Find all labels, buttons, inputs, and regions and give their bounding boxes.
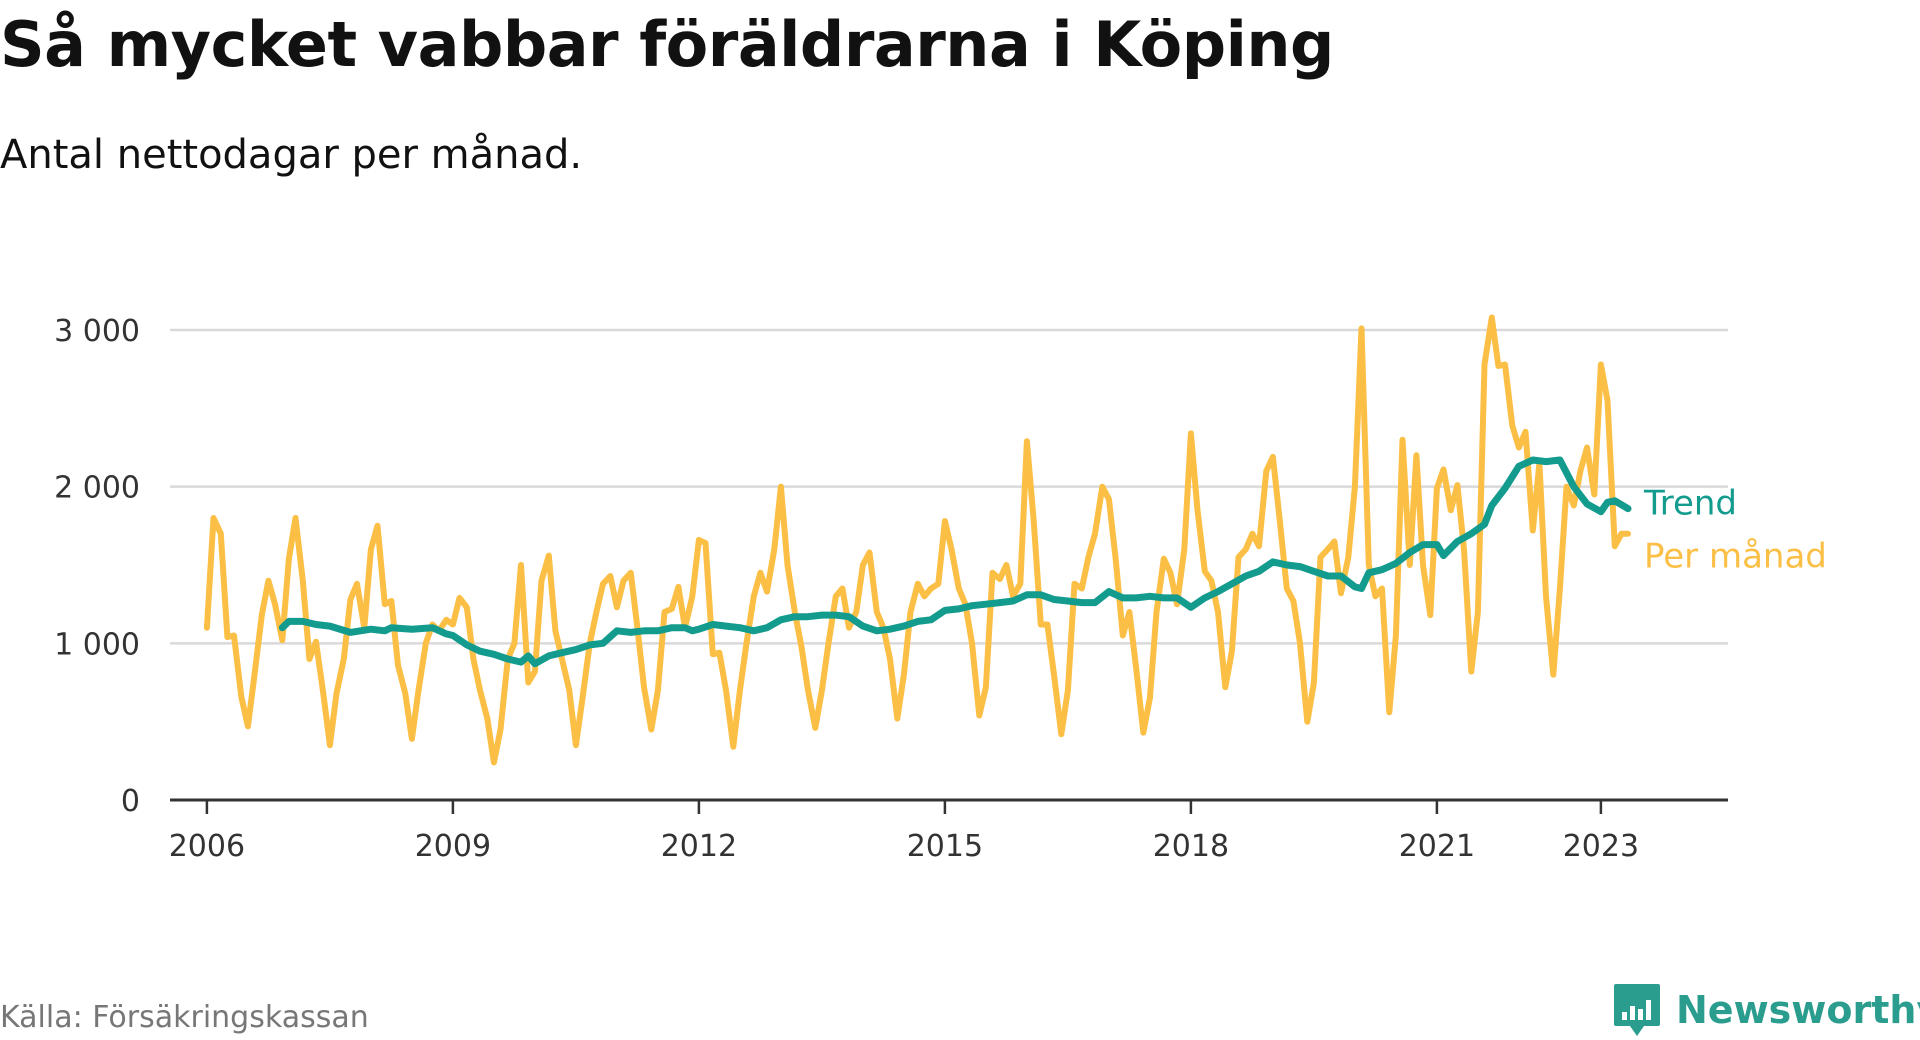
x-tick-label: 2023 (1563, 829, 1639, 864)
x-tick-label: 2021 (1399, 829, 1475, 864)
y-tick-label: 3 000 (54, 314, 140, 349)
chart-subtitle: Antal nettodagar per månad. (0, 132, 583, 178)
y-tick-label: 0 (121, 784, 140, 819)
x-tick-label: 2018 (1153, 829, 1229, 864)
x-tick-label: 2009 (415, 829, 491, 864)
x-tick-label: 2006 (169, 829, 245, 864)
brand-logo: Newsworthy (1612, 982, 1920, 1038)
y-tick-label: 1 000 (54, 627, 140, 662)
series-line-trend (278, 456, 1632, 668)
x-axis: 2006 2009 2012 2015 2018 2021 2023 (169, 798, 1728, 864)
line-chart: 0 1 000 2 000 3 000 2006 2009 2012 2015 2018 202… (54, 314, 1827, 864)
y-tick-label: 2 000 (54, 471, 140, 506)
brand-name: Newsworthy (1676, 988, 1920, 1032)
series-label-per-manad: Per månad (1644, 537, 1827, 577)
series-lines (203, 314, 1632, 766)
newsworthy-logo-icon (1614, 984, 1660, 1036)
series-label-trend: Trend (1643, 484, 1737, 524)
series-labels: Per månad Trend (1643, 484, 1827, 577)
series-line-per-manad (203, 314, 1631, 766)
x-tick-label: 2015 (907, 829, 983, 864)
source-note: Källa: Försäkringskassan (0, 1000, 369, 1035)
chart-title: Så mycket vabbar föräldrarna i Köping (0, 8, 1334, 81)
x-tick-label: 2012 (661, 829, 737, 864)
